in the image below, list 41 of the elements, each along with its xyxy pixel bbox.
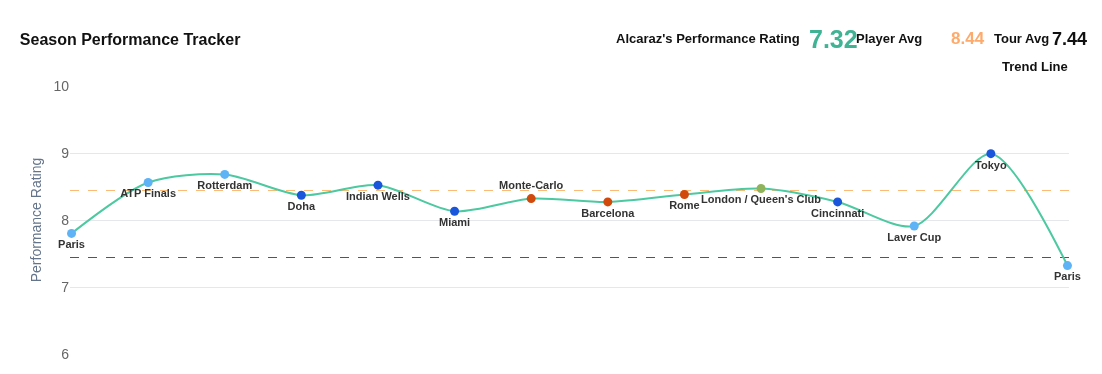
y-tick-label: 10 <box>53 77 70 94</box>
point <box>986 149 996 159</box>
x-tick-label: Doha <box>287 200 316 213</box>
x-tick-label: Barcelona <box>581 206 636 219</box>
point <box>373 180 383 190</box>
text: 7.32 <box>809 25 858 53</box>
y-tick-label: 8 <box>61 211 70 228</box>
point <box>679 190 689 200</box>
x-tick-label: Laver Cup <box>887 230 942 243</box>
text: Tour Avg <box>994 31 1050 46</box>
x-tick-label: Paris <box>1054 270 1081 283</box>
x-tick-label: Monte-Carlo <box>499 179 564 192</box>
text: 7.44 <box>1052 29 1088 49</box>
y-tick-label: 9 <box>61 144 70 161</box>
y-tick-label: 7 <box>61 278 70 295</box>
text: Alcaraz's Performance Rating <box>616 31 800 46</box>
point <box>296 190 306 200</box>
text: Player Avg <box>856 31 923 46</box>
point <box>143 177 153 187</box>
y-axis-title: Performance Rating <box>28 157 45 283</box>
text: 8.44 <box>951 29 985 48</box>
x-tick-label: Rotterdam <box>197 179 253 192</box>
point <box>603 197 613 207</box>
chart-title: Season Performance Tracker <box>19 30 241 48</box>
x-tick-label: Rome <box>669 199 700 212</box>
x-tick-label: Paris <box>58 238 85 251</box>
x-tick-label: Cincinnati <box>811 206 865 219</box>
point <box>67 228 77 238</box>
point <box>220 169 230 179</box>
point <box>1062 261 1072 271</box>
x-tick-label: Miami <box>438 216 471 229</box>
x-tick-label: London / Queen's Club <box>701 193 822 206</box>
point <box>833 197 843 207</box>
text: Trend Line <box>1002 59 1068 74</box>
point <box>909 221 919 231</box>
point <box>756 184 766 194</box>
point <box>450 206 460 216</box>
point <box>526 194 536 204</box>
x-tick-label: Indian Wells <box>345 190 410 203</box>
y-tick-label: 6 <box>61 345 70 362</box>
x-tick-label: Tokyo <box>975 158 1007 171</box>
